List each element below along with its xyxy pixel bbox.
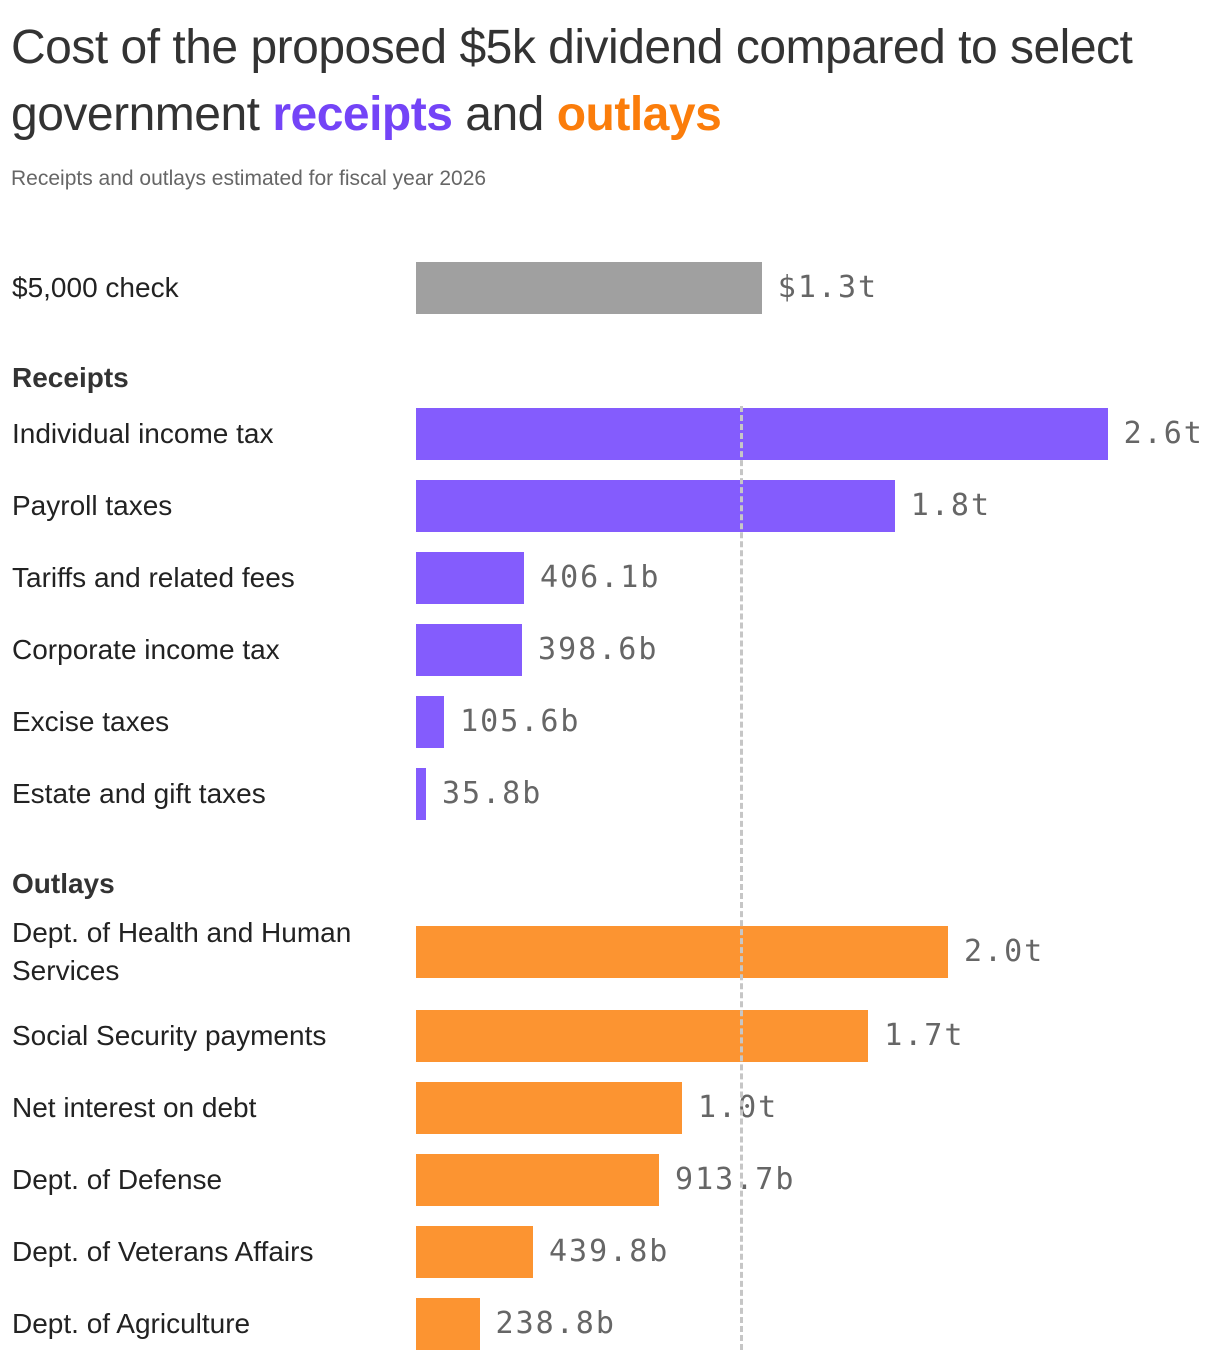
bar-corporate-income-tax <box>416 624 523 676</box>
bar-tariffs-and-related-fees <box>416 552 525 604</box>
bar-dept-of-veterans-affairs <box>416 1226 533 1278</box>
value-label-dept-of-health-and-human-services: 2.0t <box>964 934 1045 969</box>
section-label-outlays: Outlays <box>12 868 115 899</box>
value-label-net-interest-on-debt: 1.0t <box>698 1090 779 1125</box>
value-label-social-security-payments: 1.7t <box>884 1018 965 1053</box>
bar-estate-and-gift-taxes <box>416 768 426 820</box>
section-label-receipts: Receipts <box>12 362 129 393</box>
bar-dept-of-agriculture <box>416 1298 480 1350</box>
value-label-excise-taxes: 105.6b <box>460 704 581 739</box>
bar-payroll-taxes <box>416 480 895 532</box>
row-label-payroll-taxes: Payroll taxes <box>12 490 173 521</box>
row-label-dept-of-veterans-affairs: Dept. of Veterans Affairs <box>12 1236 314 1267</box>
row-label-social-security-payments: Social Security payments <box>12 1020 327 1051</box>
title-and: and <box>465 88 544 141</box>
bar-net-interest-on-debt <box>416 1082 682 1134</box>
title-outlays-highlight: outlays <box>556 88 722 141</box>
row-label-dept-of-health-and-human-services: Dept. of Health and Human Services <box>12 917 352 986</box>
chart-title: Cost of the proposed $5k dividend compar… <box>11 14 1201 148</box>
value-label-dept-of-defense: 913.7b <box>675 1162 796 1197</box>
row-label-excise-taxes: Excise taxes <box>12 706 170 737</box>
value-label-payroll-taxes: 1.8t <box>910 488 992 523</box>
row-label-tariffs-and-related-fees: Tariffs and related fees <box>12 562 295 593</box>
value-label-corporate-income-tax: 398.6b <box>538 632 659 667</box>
row-label-corporate-income-tax: Corporate income tax <box>12 634 280 665</box>
bar-excise-taxes <box>416 696 445 748</box>
value-label-individual-income-tax: 2.6t <box>1123 416 1204 451</box>
bar-individual-income-tax <box>416 408 1108 460</box>
reference-line <box>739 406 743 1350</box>
bar-social-security-payments <box>416 1010 869 1062</box>
bar-dept-of-health-and-human-services <box>416 926 948 978</box>
row-label-dept-of-agriculture: Dept. of Agriculture <box>12 1308 251 1339</box>
row-label-dept-of-defense: Dept. of Defense <box>12 1164 223 1195</box>
bar-5-000-check <box>416 262 762 314</box>
chart-subtitle: Receipts and outlays estimated for fisca… <box>11 167 487 190</box>
row-label-individual-income-tax: Individual income tax <box>12 418 274 449</box>
row-label-estate-and-gift-taxes: Estate and gift taxes <box>12 778 266 809</box>
value-label-dept-of-agriculture: 238.8b <box>495 1306 616 1341</box>
value-label-dept-of-veterans-affairs: 439.8b <box>548 1234 670 1269</box>
value-label-estate-and-gift-taxes: 35.8b <box>442 776 543 811</box>
value-label-tariffs-and-related-fees: 406.1b <box>540 560 661 595</box>
bar-dept-of-defense <box>416 1154 660 1206</box>
row-label-5-000-check: $5,000 check <box>12 272 179 303</box>
value-label-5-000-check: $1.3t <box>777 270 879 305</box>
row-label-net-interest-on-debt: Net interest on debt <box>12 1092 257 1123</box>
title-receipts-highlight: receipts <box>272 88 453 141</box>
title-text: Cost of the proposed $5k dividend compar… <box>11 21 1133 141</box>
